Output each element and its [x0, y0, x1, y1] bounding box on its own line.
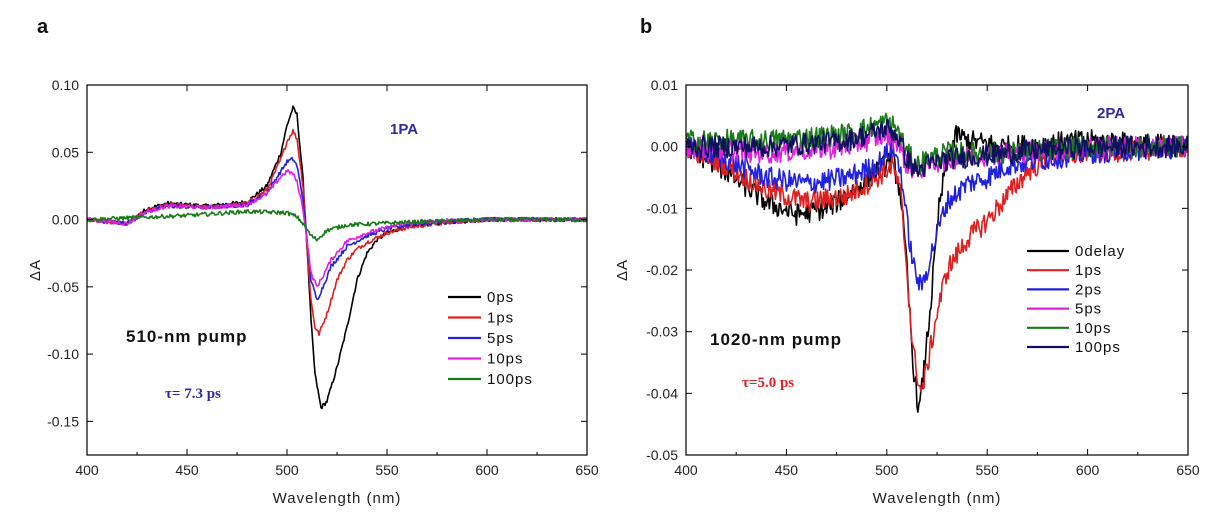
x-tick-label: 500 [875, 462, 899, 478]
series-line-100ps [686, 118, 1188, 178]
y-tick-label: -0.02 [646, 262, 678, 278]
legend-label: 0ps [487, 289, 514, 306]
x-tick-label: 600 [1076, 462, 1100, 478]
x-tick-label: 500 [275, 462, 299, 478]
series-group [87, 105, 587, 410]
y-tick-label: -0.03 [646, 324, 678, 340]
x-tick-label: 600 [475, 462, 499, 478]
x-axis-title: Wavelength (nm) [273, 490, 402, 507]
x-tick-label: 400 [75, 462, 99, 478]
legend-label: 10ps [1075, 320, 1112, 337]
x-tick-label: 650 [575, 462, 599, 478]
legend-label: 100ps [1075, 339, 1121, 356]
panel-letter: b [640, 16, 652, 38]
panel-a: a 400 450 500 550 600 650 -0.15 -0.10 -0.05 0.00 0.… [27, 16, 599, 507]
x-axis-title: Wavelength (nm) [873, 490, 1002, 507]
excitation-tag: 2PA [1097, 105, 1125, 122]
y-tick-label: 0.00 [52, 212, 79, 228]
lifetime-label: τ=5.0 ps [742, 375, 794, 391]
legend: 0delay 1ps 2ps 5ps 10ps 100ps [1027, 243, 1125, 356]
legend-label: 1ps [1075, 262, 1102, 279]
y-tick-label: 0.10 [52, 77, 79, 93]
x-tick-label: 450 [775, 462, 799, 478]
x-tick-label: 450 [175, 462, 199, 478]
legend-label: 1ps [487, 310, 514, 327]
y-axis-title: ΔA [27, 259, 44, 281]
plot-frame [86, 84, 588, 456]
y-tick-label: -0.10 [47, 346, 79, 362]
legend-label: 100ps [487, 371, 533, 388]
excitation-tag: 1PA [390, 121, 418, 138]
y-tick-label: 0.00 [651, 139, 678, 155]
legend: 0ps 1ps 5ps 10ps 100ps [448, 289, 533, 388]
y-tick-label: -0.15 [47, 413, 79, 429]
x-tick-label: 550 [375, 462, 399, 478]
series-line-5ps [686, 123, 1188, 179]
pump-label: 510-nm pump [126, 327, 248, 346]
panel-letter: a [37, 16, 49, 38]
y-tick-label: 0.05 [52, 144, 79, 160]
y-tick-label: -0.04 [646, 385, 678, 401]
pump-label: 1020-nm pump [710, 330, 842, 349]
y-tick-label: 0.01 [651, 77, 678, 93]
legend-label: 0delay [1075, 243, 1125, 260]
legend-label: 5ps [487, 330, 514, 347]
y-tick-label: -0.01 [646, 200, 678, 216]
lifetime-label: τ= 7.3 ps [165, 386, 221, 402]
panel-b: b 400 450 500 550 600 650 -0.05 -0.04 -0.03 -0.02 -… [614, 16, 1200, 507]
y-tick-label: -0.05 [47, 279, 79, 295]
series-line-100ps [87, 209, 587, 242]
x-tick-label: 650 [1176, 462, 1200, 478]
y-tick-label: -0.05 [646, 447, 678, 463]
x-tick-label: 400 [674, 462, 698, 478]
y-axis-title: ΔA [614, 259, 631, 281]
x-tick-label: 550 [976, 462, 1000, 478]
legend-label: 5ps [1075, 301, 1102, 318]
legend-label: 2ps [1075, 281, 1102, 298]
legend-label: 10ps [487, 351, 524, 368]
series-group [686, 112, 1188, 413]
